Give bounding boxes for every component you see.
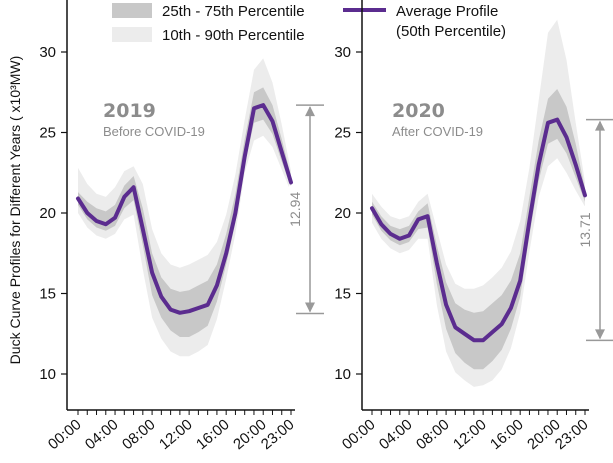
span-label-bg: [289, 185, 306, 234]
legend-label-line-1: Average Profile: [396, 3, 498, 20]
panel-title: 2019: [103, 100, 156, 122]
x-tick-label: 00:00: [45, 416, 85, 453]
y-tick-label: 15: [334, 286, 351, 303]
y-tick-label: 10: [39, 366, 56, 383]
y-axis-label: Duck Curve Profiles for Different Years …: [7, 56, 23, 365]
panel-2019: 101520253000:0004:0008:0012:0016:0020:00…: [39, 0, 324, 453]
x-tick-label: 00:00: [339, 416, 379, 453]
panel-subtitle: Before COVID-19: [103, 124, 205, 139]
y-tick-label: 10: [334, 366, 351, 383]
y-tick-label: 30: [39, 44, 56, 61]
span-label: 13.71: [577, 212, 593, 247]
span-label: 12.94: [287, 192, 303, 227]
panel-2020: 101520253000:0004:0008:0012:0016:0020:00…: [334, 0, 613, 453]
x-tick-label: 08:00: [413, 416, 453, 453]
x-tick-label: 23:00: [258, 416, 298, 453]
span-arrow-up: [595, 120, 605, 131]
legend-swatch-outer: [112, 27, 152, 42]
span-label-bg: [579, 205, 596, 254]
y-tick-label: 25: [334, 125, 351, 142]
span-arrow-down: [305, 302, 315, 313]
legend: 25th - 75th Percentile 10th - 90th Perce…: [112, 3, 506, 44]
series-line-average: [370, 117, 587, 343]
x-tick-label: 04:00: [82, 416, 122, 453]
y-tick-label: 20: [334, 205, 351, 222]
span-arrow-down: [595, 329, 605, 340]
y-tick-label: 25: [39, 125, 56, 142]
legend-label-outer: 10th - 90th Percentile: [162, 27, 305, 44]
x-tick-label: 12:00: [450, 416, 490, 453]
x-tick-label: 04:00: [376, 416, 416, 453]
x-tick-label: 16:00: [193, 416, 233, 453]
x-tick-label: 12:00: [156, 416, 196, 453]
legend-swatch-iqr: [112, 3, 152, 18]
x-tick-label: 08:00: [119, 416, 159, 453]
panel-title: 2020: [392, 100, 445, 122]
panel-subtitle: After COVID-19: [392, 124, 483, 139]
y-tick-label: 15: [39, 286, 56, 303]
y-tick-label: 30: [334, 44, 351, 61]
x-tick-label: 23:00: [552, 416, 592, 453]
y-tick-label: 20: [39, 205, 56, 222]
span-arrow-up: [305, 106, 315, 117]
legend-label-iqr: 25th - 75th Percentile: [162, 3, 305, 20]
series-line-average: [76, 103, 293, 315]
x-tick-label: 16:00: [487, 416, 527, 453]
legend-label-line-2: (50th Percentile): [396, 23, 506, 40]
